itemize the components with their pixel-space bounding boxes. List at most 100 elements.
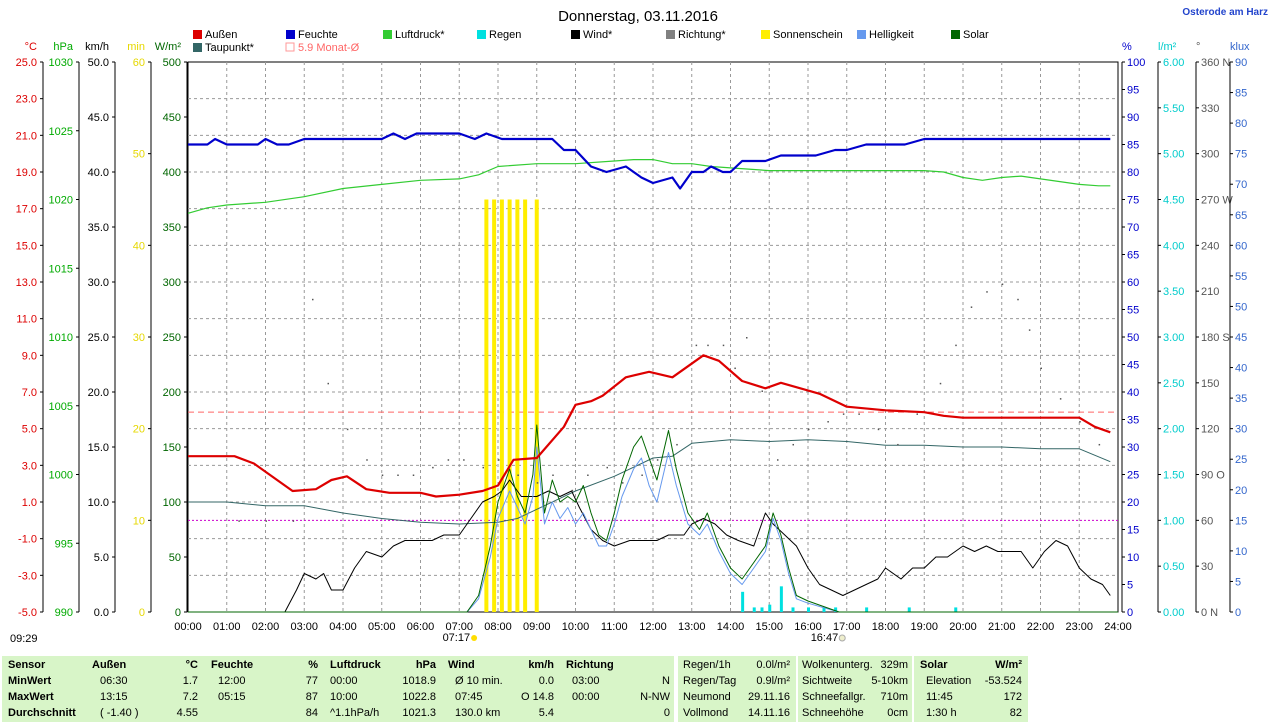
direction-point xyxy=(1079,421,1081,423)
x-tick-label: 13:00 xyxy=(678,621,706,633)
left-axis-tick-label: 30 xyxy=(133,332,145,344)
direction-point xyxy=(366,459,368,461)
sunshine-bar xyxy=(484,199,489,612)
left-axis-tick-label: 45.0 xyxy=(88,112,109,124)
stats-header-sensor: Sensor xyxy=(8,659,46,671)
stats-rain-value: 0.9l/m² xyxy=(756,675,790,687)
left-axis-tick-label: 50.0 xyxy=(88,57,109,69)
legend-swatch xyxy=(286,30,295,39)
direction-point xyxy=(571,489,574,492)
legend-swatch xyxy=(951,30,960,39)
x-tick-label: 03:00 xyxy=(290,621,318,633)
sunset-icon xyxy=(838,634,846,642)
stats-richtung-time: 03:00 xyxy=(572,675,600,687)
sunshine-bar xyxy=(492,199,497,612)
left-axis-tick-label: 450 xyxy=(163,112,181,124)
stats-box-clouds xyxy=(798,656,912,722)
right-axis-tick-label: 4.50 xyxy=(1163,195,1184,207)
left-axis-tick-label: 150 xyxy=(163,442,181,454)
left-axis-tick-label: 20 xyxy=(133,424,145,436)
stats-row-label: Durchschnitt xyxy=(8,707,76,719)
direction-point xyxy=(447,459,450,461)
stats-luftdruck-value: 1022.8 xyxy=(402,691,436,703)
left-axis-tick-label: 995 xyxy=(55,538,73,550)
left-axis-tick-label: 13.0 xyxy=(16,277,37,289)
stats-cloud-value: 5-10km xyxy=(871,675,908,687)
right-axis-tick-label: 0 N xyxy=(1201,607,1218,619)
x-tick-label: 22:00 xyxy=(1027,621,1055,633)
stats-luftdruck-value: 1021.3 xyxy=(402,707,436,719)
stats-luftdruck-value: 1018.9 xyxy=(402,675,436,687)
left-axis-tick-label: 1005 xyxy=(49,401,73,413)
right-axis-tick-label: 30 xyxy=(1201,561,1213,573)
stats-aussen-time: 06:30 xyxy=(100,675,128,687)
direction-point xyxy=(265,520,267,522)
bar-marks xyxy=(484,199,958,612)
x-tick-label: 21:00 xyxy=(988,621,1016,633)
stats-rain-key: Neumond xyxy=(683,691,731,703)
direction-point xyxy=(722,344,725,347)
stats-feuchte-value: 84 xyxy=(305,707,318,719)
stats-header-feuchte: Feuchte xyxy=(211,659,254,671)
direction-point xyxy=(827,421,829,423)
left-axis-tick-label: 1010 xyxy=(49,332,73,344)
left-axis-tick-label: 200 xyxy=(163,387,181,399)
stats-box-main xyxy=(2,656,674,722)
legend-label: Regen xyxy=(489,29,521,41)
rain-bar xyxy=(907,607,911,612)
stats-rain-value: 29.11.16 xyxy=(747,691,790,703)
direction-point xyxy=(695,344,698,347)
stats-rain-key: Regen/1h xyxy=(683,659,731,671)
x-tick-label: 16:00 xyxy=(794,621,822,633)
sunshine-bar xyxy=(499,199,504,612)
stats-solar-value: 172 xyxy=(1003,691,1022,703)
reference-lines xyxy=(188,411,1118,521)
direction-points xyxy=(238,283,1101,522)
direction-point xyxy=(955,344,957,347)
right-axis-tick-label: 360 N xyxy=(1201,57,1230,69)
stats-rain-value: 14.11.16 xyxy=(747,707,790,719)
direction-point xyxy=(761,390,763,392)
direction-point xyxy=(707,344,709,347)
stats-header-wind: Wind xyxy=(448,659,475,671)
right-axis-tick-label: 30 xyxy=(1235,424,1247,436)
sunshine-bar xyxy=(534,199,539,612)
left-axis-tick-label: 3.0 xyxy=(22,460,37,472)
direction-point xyxy=(552,474,554,476)
direction-point xyxy=(641,474,643,476)
left-axis-tick-label: 11.0 xyxy=(16,314,37,326)
right-axis-tick-label: 20 xyxy=(1235,485,1247,497)
left-axis-tick-label: 40.0 xyxy=(88,167,109,179)
right-axis-tick-label: 1.00 xyxy=(1163,515,1184,527)
stats-cloud-value: 0cm xyxy=(887,707,908,719)
stats-header-aussen-unit: °C xyxy=(185,659,198,671)
stats-aussen-time: ( -1.40 ) xyxy=(100,707,139,719)
direction-point xyxy=(1098,443,1101,446)
stats-aussen-time: 13:15 xyxy=(100,691,128,703)
stats-luftdruck-time: 10:00 xyxy=(330,691,358,703)
right-axis-tick-label: 65 xyxy=(1127,250,1139,262)
stats-header-feuchte-unit: % xyxy=(308,659,318,671)
left-axis-tick-label: 250 xyxy=(163,332,181,344)
rain-bar xyxy=(954,607,958,612)
stats-richtung-time: 00:00 xyxy=(572,691,600,703)
stats-rain-value: 0.0l/m² xyxy=(756,659,790,671)
right-axis-tick-label: 25 xyxy=(1235,454,1247,466)
legend-swatch xyxy=(857,30,866,39)
direction-point xyxy=(1028,329,1031,331)
series-lines xyxy=(187,132,1118,613)
stats-richtung-value: 0 xyxy=(663,707,670,719)
direction-point xyxy=(622,482,624,484)
stats-header-wind-unit: km/h xyxy=(528,659,554,671)
left-axis-unit: W/m² xyxy=(155,41,182,53)
right-axis-tick-label: 210 xyxy=(1201,286,1219,298)
direction-point xyxy=(517,474,519,476)
left-axis-tick-label: 1000 xyxy=(49,470,73,482)
direction-point xyxy=(536,482,539,484)
stats-solar-value: -53.524 xyxy=(984,675,1022,687)
series-line-feuchte xyxy=(188,132,1111,190)
stats-luftdruck-time: 00:00 xyxy=(330,675,358,687)
direction-point xyxy=(606,466,608,469)
chart-title: Donnerstag, 03.11.2016 xyxy=(558,8,718,25)
stats-feuchte-time: 12:00 xyxy=(218,675,246,687)
